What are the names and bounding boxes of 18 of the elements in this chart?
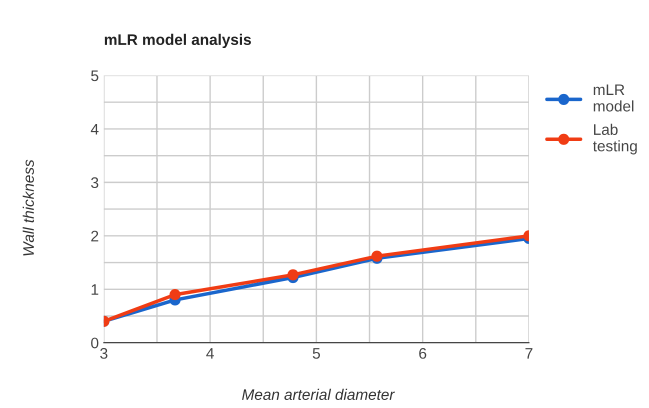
x-tick-label: 5 (312, 348, 320, 359)
point (287, 269, 299, 280)
y-tick-label: 4 (90, 124, 99, 134)
legend-label: mLR model (594, 84, 634, 112)
point (169, 289, 181, 300)
y-tick-label: 0 (91, 338, 98, 348)
y-tick-label: 5 (91, 70, 98, 82)
x-tick-label: 4 (206, 348, 214, 359)
x-axis-title: Mean arterial diameter (242, 388, 395, 400)
x-tick-label: 3 (100, 348, 108, 359)
legend-label: Lab testing (593, 124, 637, 154)
x-tick-label: 6 (419, 348, 426, 359)
x-tick-label: 7 (525, 348, 532, 359)
y-tick-label: 1 (92, 284, 98, 295)
y-axis-title: Wall thickness (22, 160, 34, 256)
chart-title: mLR model analysis (104, 34, 251, 48)
y-tick-label: 3 (91, 177, 98, 188)
y-tick-label: 2 (91, 230, 98, 242)
